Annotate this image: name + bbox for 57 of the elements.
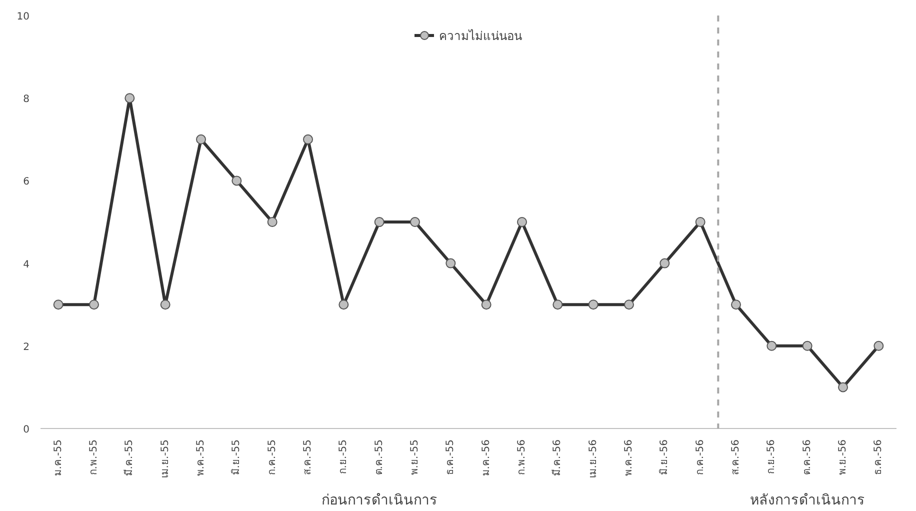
x-tick-label: พ.ย.-55: [410, 439, 420, 476]
point: [374, 217, 384, 227]
y-tick-label: 2: [23, 342, 30, 353]
legend-label: ความไม่แน่นอน: [439, 28, 522, 44]
point: [446, 258, 456, 268]
point: [410, 217, 420, 227]
x-tick-label: เม.ย.-56: [588, 439, 599, 478]
x-tick-label: ก.ค.-56: [694, 439, 706, 476]
y-tick-label: 4: [23, 259, 30, 270]
x-tick-label: พ.ค.-56: [624, 439, 634, 476]
x-tick-label: ต.ค.-56: [802, 439, 813, 476]
x-tick-label: มิ.ย.-55: [231, 439, 242, 476]
point: [53, 300, 64, 310]
y-tick-label: 0: [23, 424, 30, 436]
point: [588, 300, 598, 310]
point: [802, 340, 812, 351]
x-tick-label: ก.ค.-55: [266, 439, 278, 476]
point: [624, 300, 634, 310]
x-tick-label: ส.ค.-55: [302, 439, 314, 476]
point: [160, 300, 170, 310]
text: ก่อนการดำเนินการ: [321, 492, 438, 508]
y-tick-label: 10: [16, 12, 30, 22]
x-tick-label: เม.ย.-55: [160, 439, 171, 478]
x-tick-label: ม.ค.-56: [480, 439, 492, 476]
x-tick-label: พ.ย.-56: [838, 439, 848, 476]
point: [517, 217, 527, 227]
x-tick-label: ม.ค.-55: [52, 439, 64, 476]
y-tick-label: 8: [23, 94, 30, 106]
point: [232, 176, 242, 186]
x-tick-label: มี.ค.-56: [551, 439, 564, 476]
point: [89, 300, 99, 310]
y-tick-label: 6: [23, 176, 30, 188]
point: [124, 93, 135, 104]
x-tick-label: ต.ค.-55: [374, 439, 385, 476]
text: หลังการดำเนินการ: [750, 492, 865, 508]
point: [481, 300, 492, 310]
point: [874, 340, 884, 351]
x-tick-label: มี.ค.-55: [123, 439, 136, 476]
point: [731, 300, 741, 310]
point: [267, 217, 278, 227]
x-tick-label: ก.พ.-56: [516, 439, 528, 476]
x-tick-label: ก.ย.-56: [766, 439, 778, 474]
x-tick-label: ก.พ.-55: [88, 439, 100, 476]
point: [838, 382, 848, 392]
x-tick-label: ธ.ค.-56: [873, 439, 884, 476]
x-tick-label: พ.ค.-55: [196, 439, 206, 476]
x-tick-label: ธ.ค.-55: [445, 439, 456, 476]
point: [660, 258, 670, 268]
point: [766, 340, 777, 351]
x-tick-label: ส.ค.-56: [730, 439, 742, 476]
point: [196, 134, 206, 144]
x-tick-label: มิ.ย.-56: [659, 439, 670, 476]
point: [552, 300, 563, 310]
point: [695, 217, 706, 227]
x-tick-label: ก.ย.-55: [338, 439, 350, 474]
point: [338, 300, 349, 310]
point: [303, 134, 313, 144]
